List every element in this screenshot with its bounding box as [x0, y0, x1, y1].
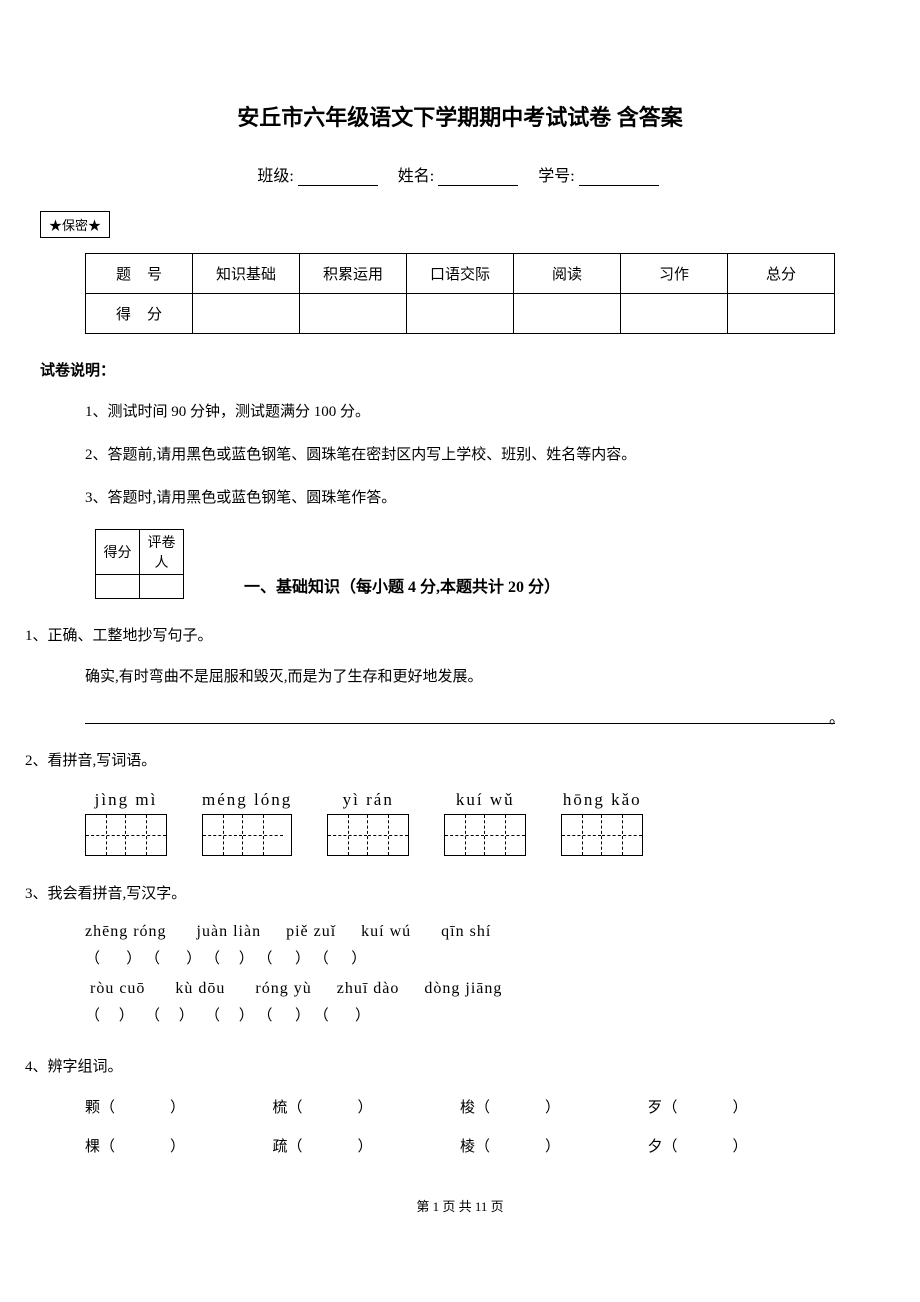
char-box-group	[327, 814, 409, 856]
pinyin-text: kuí wǔ	[444, 790, 526, 810]
char-box	[562, 815, 602, 855]
q4-row: 颗（） 梳（） 梭（） 歹（）	[85, 1096, 835, 1117]
score-cell	[621, 294, 728, 334]
q3-pinyin-row: zhēng róng juàn liàn piě zuǐ kuí wú qīn …	[85, 923, 835, 941]
q3-paren-row: （ ） （ ） （ ） （ ） （ ）	[85, 1004, 835, 1025]
q3-pinyin-row: ròu cuō kù dōu róng yù zhuī dào dòng jiā…	[85, 980, 835, 998]
score-cell	[193, 294, 300, 334]
char-box-group	[202, 814, 292, 856]
score-cell	[407, 294, 514, 334]
table-row: 得分	[86, 294, 835, 334]
question-4: 4、辨字组词。	[25, 1055, 835, 1076]
grader-cell	[140, 575, 184, 599]
score-header-4: 阅读	[514, 254, 621, 294]
pinyin-group: méng lóng	[202, 790, 292, 856]
answer-line-wrap: 。	[85, 706, 835, 724]
grader-cell	[96, 575, 140, 599]
score-cell	[514, 294, 621, 334]
q3-paren-row: （ ） （ ） （ ） （ ） （ ）	[85, 947, 835, 968]
pinyin-group: jìng mì	[85, 790, 167, 856]
pinyin-group: hōng kǎo	[561, 790, 643, 856]
id-blank	[579, 170, 659, 186]
question-2: 2、看拼音,写词语。	[25, 749, 835, 770]
char-box-group	[444, 814, 526, 856]
pinyin-text: méng lóng	[202, 790, 292, 810]
score-header-3: 口语交际	[407, 254, 514, 294]
info-line: 班级: 姓名: 学号:	[85, 162, 835, 186]
score-row-label: 得分	[86, 294, 193, 334]
score-header-1: 知识基础	[193, 254, 300, 294]
q4-item: 棵（）	[85, 1135, 273, 1156]
question-3: 3、我会看拼音,写汉字。	[25, 882, 835, 903]
char-box	[203, 815, 243, 855]
char-box	[485, 815, 525, 855]
score-header-6: 总分	[728, 254, 835, 294]
q4-item: 颗（）	[85, 1096, 273, 1117]
q4-row: 棵（） 疏（） 棱（） 夕（）	[85, 1135, 835, 1156]
score-cell	[728, 294, 835, 334]
score-header-5: 习作	[621, 254, 728, 294]
grader-name-label: 评卷人	[140, 530, 184, 575]
section-header: 得分 评卷人 一、基础知识（每小题 4 分,本题共计 20 分）	[85, 529, 835, 599]
instruction-item: 3、答题时,请用黑色或蓝色钢笔、圆珠笔作答。	[85, 486, 835, 507]
id-label: 学号:	[538, 168, 574, 185]
score-header-2: 积累运用	[300, 254, 407, 294]
class-label: 班级:	[257, 168, 293, 185]
grader-score-label: 得分	[96, 530, 140, 575]
grader-table: 得分 评卷人	[95, 529, 184, 599]
question-1-text: 确实,有时弯曲不是屈服和毁灭,而是为了生存和更好地发展。	[85, 665, 835, 686]
char-box	[368, 815, 408, 855]
q4-item: 疏（）	[273, 1135, 461, 1156]
class-blank	[298, 170, 378, 186]
pinyin-text: jìng mì	[85, 790, 167, 810]
instructions-title: 试卷说明：	[40, 359, 835, 380]
section-title: 一、基础知识（每小题 4 分,本题共计 20 分）	[244, 573, 560, 599]
pinyin-text: yì rán	[327, 790, 409, 810]
q4-item: 夕（）	[648, 1135, 836, 1156]
table-row: 题号 知识基础 积累运用 口语交际 阅读 习作 总分	[86, 254, 835, 294]
instruction-item: 2、答题前,请用黑色或蓝色钢笔、圆珠笔在密封区内写上学校、班别、姓名等内容。	[85, 443, 835, 464]
char-box-group	[85, 814, 167, 856]
question-1: 1、正确、工整地抄写句子。	[25, 624, 835, 645]
secret-badge: ★保密★	[40, 211, 110, 238]
page-footer: 第 1 页 共 11 页	[85, 1196, 835, 1215]
pinyin-text: hōng kǎo	[561, 790, 643, 810]
score-header-0: 题号	[86, 254, 193, 294]
char-box	[602, 815, 642, 855]
line-period: 。	[829, 704, 845, 728]
char-box	[445, 815, 485, 855]
score-cell	[300, 294, 407, 334]
pinyin-group: kuí wǔ	[444, 790, 526, 856]
char-box	[243, 815, 283, 855]
page-title: 安丘市六年级语文下学期期中考试试卷 含答案	[85, 100, 835, 132]
answer-line	[85, 706, 835, 724]
q4-item: 梳（）	[273, 1096, 461, 1117]
instruction-item: 1、测试时间 90 分钟，测试题满分 100 分。	[85, 400, 835, 421]
char-box	[126, 815, 166, 855]
char-box	[328, 815, 368, 855]
q4-item: 歹（）	[648, 1096, 836, 1117]
name-label: 姓名:	[398, 168, 434, 185]
q4-item: 棱（）	[460, 1135, 648, 1156]
pinyin-group: yì rán	[327, 790, 409, 856]
name-blank	[438, 170, 518, 186]
q4-item: 梭（）	[460, 1096, 648, 1117]
pinyin-row: jìng mì méng lóng yì rán kuí wǔ hōng kǎo	[85, 790, 835, 856]
score-table: 题号 知识基础 积累运用 口语交际 阅读 习作 总分 得分	[85, 253, 835, 334]
char-box-group	[561, 814, 643, 856]
char-box	[86, 815, 126, 855]
